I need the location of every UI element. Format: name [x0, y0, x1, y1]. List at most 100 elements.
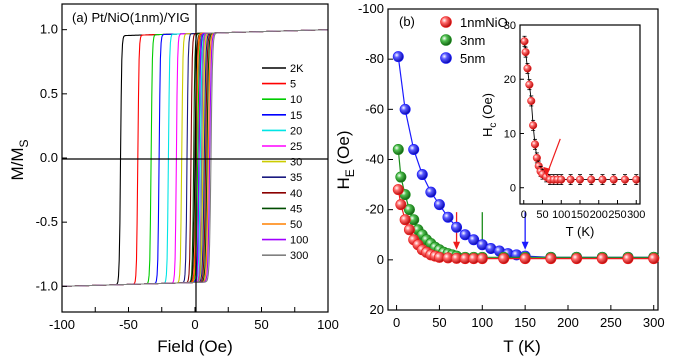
- panel-b-inset-arrow-head: [543, 166, 551, 177]
- panel-a-x-ticks: -100 -50 0 50 100: [49, 307, 339, 332]
- panel-a-legend-label: 30: [290, 157, 302, 169]
- panel-a-legend-label: 20: [290, 125, 302, 137]
- panel-b-y-tick-label: -80: [365, 51, 384, 66]
- data-point-1nmNiO: [476, 253, 488, 265]
- data-point-5nm: [416, 169, 428, 181]
- panel-b-arrow-head: [521, 241, 529, 250]
- panel-b-inset-y-axis-label: Hc (Oe): [480, 93, 499, 137]
- data-point-3nm: [392, 143, 404, 155]
- panel-b-inset-x-tick-label: 0: [521, 209, 527, 221]
- hysteresis-loop-300: [62, 29, 328, 287]
- inset-data-point: [598, 175, 607, 184]
- inset-data-point: [527, 96, 536, 105]
- data-point-1nmNiO: [622, 253, 634, 265]
- panel-a-legend-label: 50: [290, 219, 302, 231]
- panel-a-title: (a) Pt/NiO(1nm)/YIG: [72, 10, 190, 25]
- panel-b-legend-marker: [440, 16, 452, 28]
- data-point-1nmNiO: [571, 253, 583, 265]
- inset-data-point: [620, 175, 630, 184]
- panel-b-inset: 0 50 100 150 200 250 300 0 10 20 30 T (K) Hc (Oe): [480, 19, 654, 239]
- inset-data-point: [566, 175, 575, 184]
- inset-data-point: [523, 64, 532, 73]
- data-point-1nmNiO: [399, 214, 411, 226]
- panel-b-inset-y-tick-label: 0: [510, 183, 516, 195]
- panel-a-y-tick-label: -0.5: [36, 214, 58, 229]
- inset-data-point: [530, 140, 540, 149]
- inset-data-point: [632, 175, 641, 184]
- panel-b-inset-arrow-shaft: [547, 138, 561, 172]
- data-point-5nm: [451, 221, 463, 233]
- panel-b-legend-label: 3nm: [460, 33, 485, 48]
- panel-b-y-ticks: -100 -80 -60 -40 -20 0 20: [358, 1, 393, 317]
- panel-b-y-axis-label-sub: E: [343, 169, 357, 177]
- inset-data-point: [525, 80, 534, 89]
- panel-b-legend-label: 5nm: [460, 51, 485, 66]
- data-point-5nm: [468, 234, 480, 246]
- data-point-1nmNiO: [498, 253, 510, 265]
- panel-a-x-tick-label: 0: [191, 317, 198, 332]
- data-point-5nm: [459, 229, 471, 241]
- data-point-5nm: [425, 186, 437, 198]
- panel-b-inset-y-tick-label: 30: [504, 20, 516, 32]
- panel-b-y-axis-label: HE (Oe): [334, 130, 357, 189]
- panel-a-y-axis-label-main: M/M: [8, 147, 27, 180]
- data-point-1nmNiO: [395, 199, 407, 211]
- panel-b-legend-marker: [440, 52, 452, 64]
- panel-a: -100 -50 0 50 100 -1.0 -0.5 0.0 0.5 1.0 (a) Pt/N…: [8, 3, 339, 356]
- panel-a-y-tick-label: 1.0: [40, 22, 58, 37]
- panel-b-inset-arrow: [543, 138, 561, 177]
- inset-data-point: [520, 37, 529, 46]
- panel-b-inset-y-tick-label: 20: [504, 74, 516, 86]
- panel-b-inset-y-axis-label-main: H: [480, 128, 495, 137]
- panel-a-x-tick-label: 100: [317, 317, 339, 332]
- data-point-1nmNiO: [545, 253, 557, 265]
- panel-a-x-tick-label: -100: [49, 317, 75, 332]
- panel-b-x-tick-label: 50: [432, 315, 446, 330]
- data-point-1nmNiO: [392, 184, 404, 196]
- panel-b-y-tick-label: -40: [365, 152, 384, 167]
- data-point-3nm: [395, 171, 407, 183]
- data-point-5nm: [442, 211, 454, 223]
- panel-b-x-tick-label: 0: [393, 315, 400, 330]
- panel-b-y-tick-label: 0: [377, 252, 384, 267]
- data-point-5nm: [408, 143, 420, 155]
- inset-data-point: [557, 175, 566, 184]
- inset-data-point: [609, 175, 618, 184]
- panel-b-y-axis-label-unit: (Oe): [334, 130, 353, 169]
- panel-a-x-tick-label: -50: [119, 317, 138, 332]
- panel-a-y-axis-label: M/MS: [8, 139, 31, 180]
- panel-a-legend-label: 35: [290, 172, 302, 184]
- data-point-5nm: [392, 51, 404, 63]
- panel-b-y-tick-label: -60: [365, 101, 384, 116]
- panel-b-inset-x-tick-label: 100: [552, 209, 570, 221]
- panel-b-inset-y-axis-label-unit: (Oe): [480, 93, 495, 123]
- panel-a-x-axis-label: Field (Oe): [157, 337, 233, 356]
- panel-a-legend-label: 300: [290, 250, 308, 262]
- panel-a-legend-label: 10: [290, 94, 302, 106]
- data-point-1nmNiO: [403, 224, 415, 236]
- panel-a-curves: [62, 29, 328, 287]
- inset-data-point: [532, 153, 541, 162]
- panel-b-y-tick-label: -20: [365, 202, 384, 217]
- panel-b-inset-x-axis-label: T (K): [566, 224, 595, 239]
- panel-b-inset-series: [520, 35, 641, 185]
- inset-data-point: [529, 121, 538, 130]
- data-point-1nmNiO: [519, 253, 531, 265]
- data-point-1nmNiO: [648, 253, 660, 265]
- panel-b-inset-y-tick-label: 10: [504, 128, 516, 140]
- panel-b-legend-marker: [440, 34, 452, 46]
- panel-b-title: (b): [399, 14, 415, 29]
- panel-b-inset-x-tick-label: 250: [608, 209, 626, 221]
- panel-b-series: [392, 51, 660, 265]
- panel-a-legend-label: 40: [290, 188, 302, 200]
- data-point-5nm: [399, 103, 411, 115]
- panel-b-x-tick-label: 200: [557, 315, 579, 330]
- panel-a-y-axis-label-sub: S: [17, 139, 31, 147]
- panel-b-y-tick-label: 20: [370, 302, 384, 317]
- panel-b-inset-x-tick-label: 200: [590, 209, 608, 221]
- panel-b-y-tick-label: -100: [358, 1, 384, 16]
- data-point-1nmNiO: [596, 253, 608, 265]
- panel-a-y-tick-label: 0.0: [40, 150, 58, 165]
